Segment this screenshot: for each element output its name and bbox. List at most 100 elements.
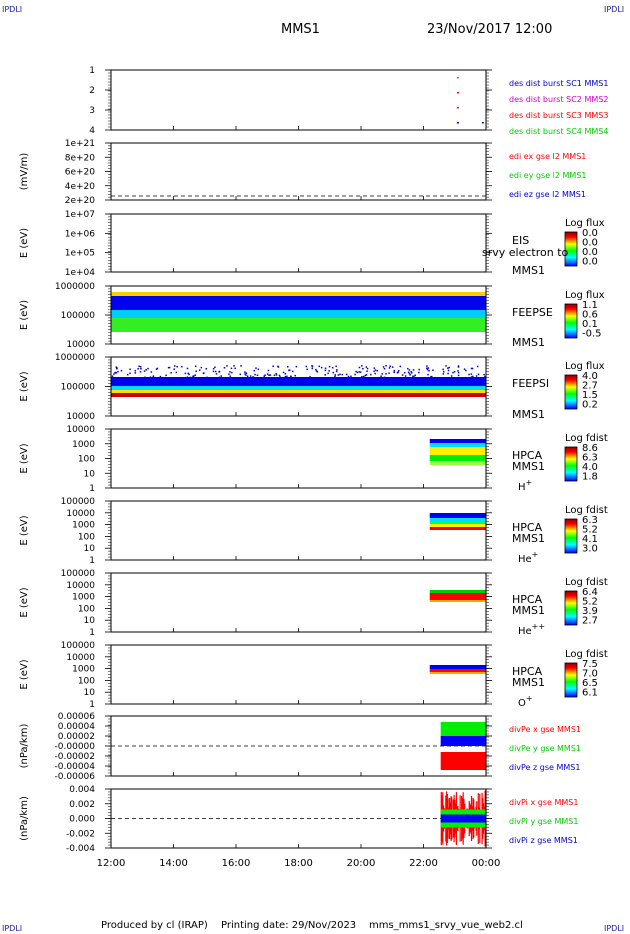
- flux-speck: [382, 366, 385, 368]
- spacecraft-label: MMS1: [512, 532, 545, 545]
- colorbar-tick-label: 2.7: [582, 616, 598, 627]
- flux-band: [111, 386, 486, 390]
- colorbar-tick-label: 1.8: [582, 472, 598, 483]
- ytick-label: 6e+20: [65, 168, 96, 178]
- flux-band: [111, 296, 486, 310]
- flux-speck: [339, 373, 341, 376]
- ytick-label: 10: [84, 469, 96, 479]
- xtick-label: 22:00: [409, 858, 438, 869]
- colorbar: [564, 518, 578, 554]
- ytick-label: 1e+05: [65, 249, 95, 259]
- legend-entry: edi ey gse l2 MMS1: [509, 171, 587, 180]
- legend-entry: des dist burst SC4 MMS4: [509, 127, 608, 136]
- flux-speck: [445, 365, 447, 367]
- colorbar-tick-label: 6.3: [582, 453, 598, 464]
- flux-speck: [468, 373, 470, 376]
- flux-band: [111, 318, 486, 332]
- flux-speck: [442, 368, 444, 371]
- flux-speck: [120, 369, 123, 372]
- spacecraft-label: MMS1: [512, 264, 545, 277]
- ytick-label: 10000: [66, 412, 95, 422]
- colorbar-tick-label: 0.0: [582, 247, 598, 258]
- legend-entry: des dist burst SC1 MMS1: [509, 79, 608, 88]
- ylabel: E (eV): [19, 371, 30, 401]
- colorbar-tick-label: 5.2: [582, 525, 598, 536]
- ytick-label: 1000: [72, 440, 95, 450]
- colorbar: [564, 303, 578, 339]
- instrument-label: EIS: [512, 234, 529, 247]
- colorbar-tick-label: 6.3: [582, 515, 598, 526]
- colorbar-tick-label: 4.1: [582, 534, 598, 545]
- flux-speck: [159, 375, 162, 378]
- flux-speck: [184, 372, 187, 375]
- ytick-label: 1000000: [55, 282, 95, 292]
- flux-speck: [336, 369, 338, 371]
- legend-entry: divPi x gse MMS1: [509, 798, 578, 807]
- flux-speck: [275, 374, 278, 376]
- flux-speck: [288, 369, 290, 372]
- flux-speck: [287, 366, 289, 368]
- legend-entry: edi ez gse l2 MMS1: [509, 190, 586, 199]
- flux-speck: [290, 375, 292, 378]
- instrument-label: FEEPSI: [512, 377, 549, 390]
- flux-speck: [215, 373, 218, 375]
- legend-entry: divPe y gse MMS1: [509, 744, 581, 753]
- flux-speck: [198, 369, 201, 371]
- flux-speck: [399, 365, 402, 368]
- ytick-label: 0.002: [69, 800, 95, 810]
- flux-speck: [284, 375, 287, 378]
- flux-speck: [252, 376, 254, 378]
- species-label: He+: [518, 550, 538, 565]
- flux-speck: [294, 374, 296, 377]
- flux-speck: [341, 373, 344, 376]
- flux-speck: [465, 369, 467, 372]
- flux-speck: [328, 370, 330, 372]
- footer-script-name: mms_mms1_srvy_vue_web2.cl: [369, 920, 523, 931]
- flux-speck: [470, 367, 473, 370]
- colorbar-tick-label: 0.0: [582, 238, 598, 249]
- flux-speck: [376, 369, 379, 372]
- colorbar-tick-label: 7.5: [582, 659, 598, 670]
- flux-speck: [426, 365, 428, 367]
- flux-speck: [408, 369, 411, 371]
- flux-speck: [365, 374, 368, 376]
- flux-speck: [332, 371, 334, 374]
- flux-speck: [427, 367, 430, 369]
- flux-speck: [253, 369, 255, 372]
- colorbar-title: Log fdist: [565, 505, 608, 516]
- instrument-label: HPCA: [512, 521, 543, 534]
- footer-printing-date: Printing date: 29/Nov/2023: [221, 920, 357, 931]
- flux-speck: [374, 369, 377, 371]
- flux-speck: [264, 374, 266, 376]
- colorbar-tick-label: 6.5: [582, 678, 598, 689]
- flux-speck: [407, 371, 410, 373]
- flux-band: [429, 447, 486, 455]
- flux-speck: [168, 366, 171, 369]
- data-point: [456, 122, 459, 124]
- flux-speck: [234, 367, 236, 370]
- flux-band: [429, 593, 486, 600]
- flux-speck: [244, 373, 246, 375]
- data-point: [456, 107, 459, 109]
- legend-entry: edi ex gse l2 MMS1: [509, 152, 586, 161]
- flux-speck: [256, 374, 259, 376]
- flux-speck: [282, 371, 285, 374]
- spacecraft-label: MMS1: [512, 676, 545, 689]
- ytick-label: 3: [89, 106, 95, 116]
- colorbar-title: Log fdist: [565, 433, 608, 444]
- flux-band: [429, 527, 486, 530]
- flux-speck: [269, 374, 272, 376]
- ylabel: E (eV): [19, 443, 30, 473]
- flux-speck: [194, 374, 196, 376]
- ytick-label: 1000: [72, 593, 95, 603]
- spacecraft-label: MMS1: [512, 408, 545, 421]
- ytick-label: 100000: [61, 641, 96, 651]
- colorbar-tick-label: 0.0: [582, 228, 598, 239]
- colorbar: [564, 374, 578, 410]
- series-y-band: [440, 722, 486, 736]
- flux-speck: [471, 367, 474, 370]
- data-point: [456, 77, 459, 79]
- flux-speck: [413, 375, 415, 378]
- corner-label-top-left: IPDLI: [2, 5, 23, 14]
- flux-band: [429, 521, 486, 524]
